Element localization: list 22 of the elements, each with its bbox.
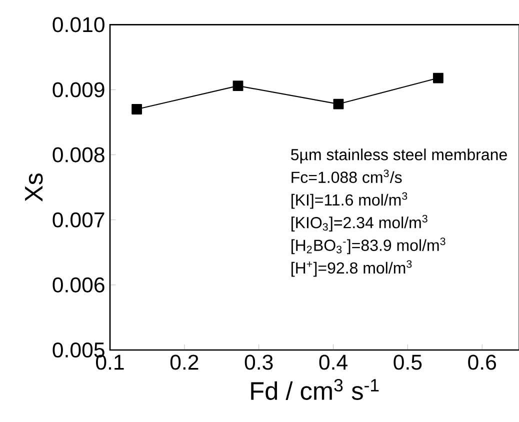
annotation: [KIO$_{3}$]=2.34 mol/m$^{3}$ <box>292 214 428 232</box>
y-tick-label: 0.008 <box>52 147 104 162</box>
x-tick-label: 0.5 <box>394 354 422 370</box>
annotation: 5µm stainless steel membrane <box>291 148 507 164</box>
x-axis-title: Fd / cm$^{3}$ s$^{-1}$ <box>251 378 379 400</box>
y-tick-label: 0.010 <box>52 17 104 32</box>
x-tick-label: 0.4 <box>319 354 348 370</box>
y-axis-title: Xs <box>25 173 43 202</box>
annotation: [KI]=11.6 mol/m$^{3}$ <box>292 192 408 209</box>
point <box>232 80 244 92</box>
annotation: [H$_{2}$BO$_{3}$$^{-}$]=83.9 mol/m$^{3}$ <box>292 238 446 254</box>
point <box>333 98 344 110</box>
x-tick-label: 0.6 <box>468 354 496 370</box>
y-tick-label: 0.007 <box>52 212 104 228</box>
x-tick-label: 0.3 <box>244 354 273 370</box>
point <box>132 104 142 114</box>
annotation: [H$^{+}$]=92.8 mol/m$^{3}$ <box>292 260 412 277</box>
annotation: Fc=1.088 cm$^{3}$/s <box>292 170 402 183</box>
y-tick-label: 0.006 <box>52 277 104 292</box>
y-tick-label: 0.009 <box>52 82 104 98</box>
point <box>433 72 444 84</box>
x-tick-label: 0.2 <box>170 354 198 370</box>
